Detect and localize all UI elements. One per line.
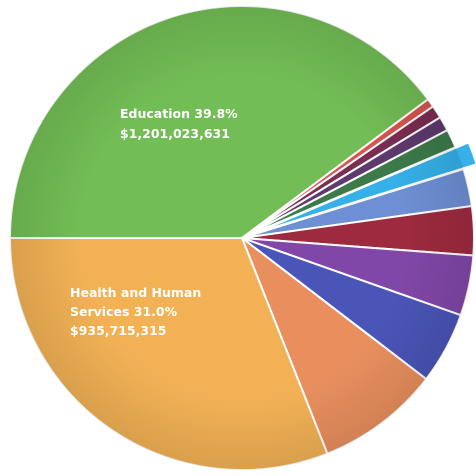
pie-slices: [9, 5, 476, 471]
slice-label-education-line-1: Education 39.8%: [120, 106, 238, 121]
slice-label-health-and-human-services-line-1: Health and Human: [70, 285, 201, 300]
slice-label-health-and-human-services-line-2: Services 31.0%: [70, 304, 178, 319]
pie-labels: Education 39.8% $1,201,023,631 Health and …: [70, 106, 238, 338]
slice-label-education-line-2: $1,201,023,631: [120, 126, 230, 141]
slice-label-health-and-human-services-line-3: $935,715,315: [70, 323, 166, 338]
